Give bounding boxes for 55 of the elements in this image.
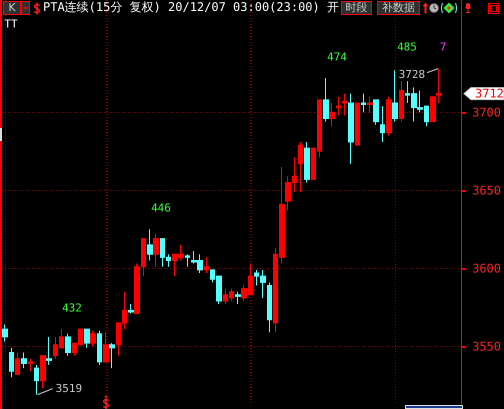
candlestick (185, 254, 190, 268)
candlestick (46, 336, 52, 366)
candlestick (430, 96, 436, 122)
candlestick (323, 77, 329, 122)
candlestick (235, 291, 241, 305)
chart-title: PTA连续(15分 复权) 20/12/07 03:00(23:00) 开 (43, 0, 339, 14)
candlestick (65, 333, 71, 356)
candlestick (84, 328, 90, 348)
candlestick (128, 304, 134, 314)
annotation: TT (4, 18, 18, 30)
candlestick (399, 80, 404, 122)
candlestick (90, 330, 96, 347)
annotation: 485 (397, 40, 417, 54)
fill-data-button[interactable]: 补数据 (377, 1, 420, 15)
candlestick (40, 355, 46, 389)
candlestick (147, 228, 153, 261)
candlestick (342, 93, 348, 116)
candlestick (355, 102, 360, 146)
candlestick (34, 364, 39, 396)
annotation: 474 (327, 50, 347, 64)
candlestick (361, 93, 366, 113)
candlestick (153, 233, 159, 268)
chart-type-button[interactable]: K (3, 1, 21, 15)
annotation: 432 (62, 302, 82, 314)
period-button[interactable]: 时段 (341, 1, 372, 15)
annotation: 7 (440, 40, 446, 54)
annotation: 3519 (56, 382, 82, 396)
text: 3712 (475, 86, 504, 101)
candlestick (15, 352, 20, 375)
y-tick-label: 3700 (472, 105, 502, 120)
candlestick (28, 358, 33, 372)
candlestick (373, 99, 379, 126)
candlestick (380, 106, 385, 142)
candlestick (109, 342, 115, 369)
candlestick (21, 352, 27, 369)
candlestick (2, 324, 8, 342)
candlestick (436, 68, 442, 104)
candlestick (9, 347, 14, 378)
candlestick (298, 141, 303, 192)
y-tick-label: 3550 (472, 339, 502, 354)
candlestick (386, 96, 392, 136)
candlestick (304, 141, 310, 183)
annotation: 446 (151, 202, 171, 214)
annotation: 3728 (398, 68, 426, 82)
candlestick (204, 256, 209, 274)
y-tick-label: 3650 (472, 183, 502, 198)
candlestick (348, 93, 354, 164)
candlestick (336, 96, 341, 116)
candlestick (97, 330, 102, 366)
candlestick (267, 282, 272, 333)
candlestick (103, 332, 109, 362)
candlestick (392, 70, 398, 122)
y-tick-label: 3600 (472, 261, 502, 276)
candlestick (367, 96, 373, 113)
candlestick (329, 102, 335, 127)
